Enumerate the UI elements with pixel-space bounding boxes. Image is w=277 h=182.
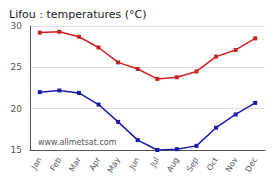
- svg-text:20: 20: [11, 104, 23, 114]
- svg-text:15: 15: [11, 145, 22, 155]
- svg-text:www.allmetsat.com: www.allmetsat.com: [38, 138, 117, 147]
- svg-text:Lifou : temperatures (°C): Lifou : temperatures (°C): [9, 8, 147, 21]
- svg-text:Dec: Dec: [244, 156, 260, 174]
- svg-text:Apr: Apr: [88, 155, 103, 172]
- svg-text:Oct: Oct: [205, 156, 220, 172]
- svg-text:Aug: Aug: [165, 156, 181, 174]
- svg-text:Mar: Mar: [68, 155, 84, 173]
- svg-text:Jun: Jun: [127, 156, 142, 172]
- svg-text:Feb: Feb: [48, 156, 63, 173]
- svg-text:Jul: Jul: [148, 156, 161, 170]
- svg-text:Nov: Nov: [224, 156, 240, 174]
- svg-text:May: May: [106, 156, 122, 175]
- svg-text:30: 30: [11, 21, 23, 31]
- svg-text:Jan: Jan: [29, 156, 43, 172]
- svg-text:Sep: Sep: [185, 156, 200, 174]
- svg-text:25: 25: [11, 62, 22, 72]
